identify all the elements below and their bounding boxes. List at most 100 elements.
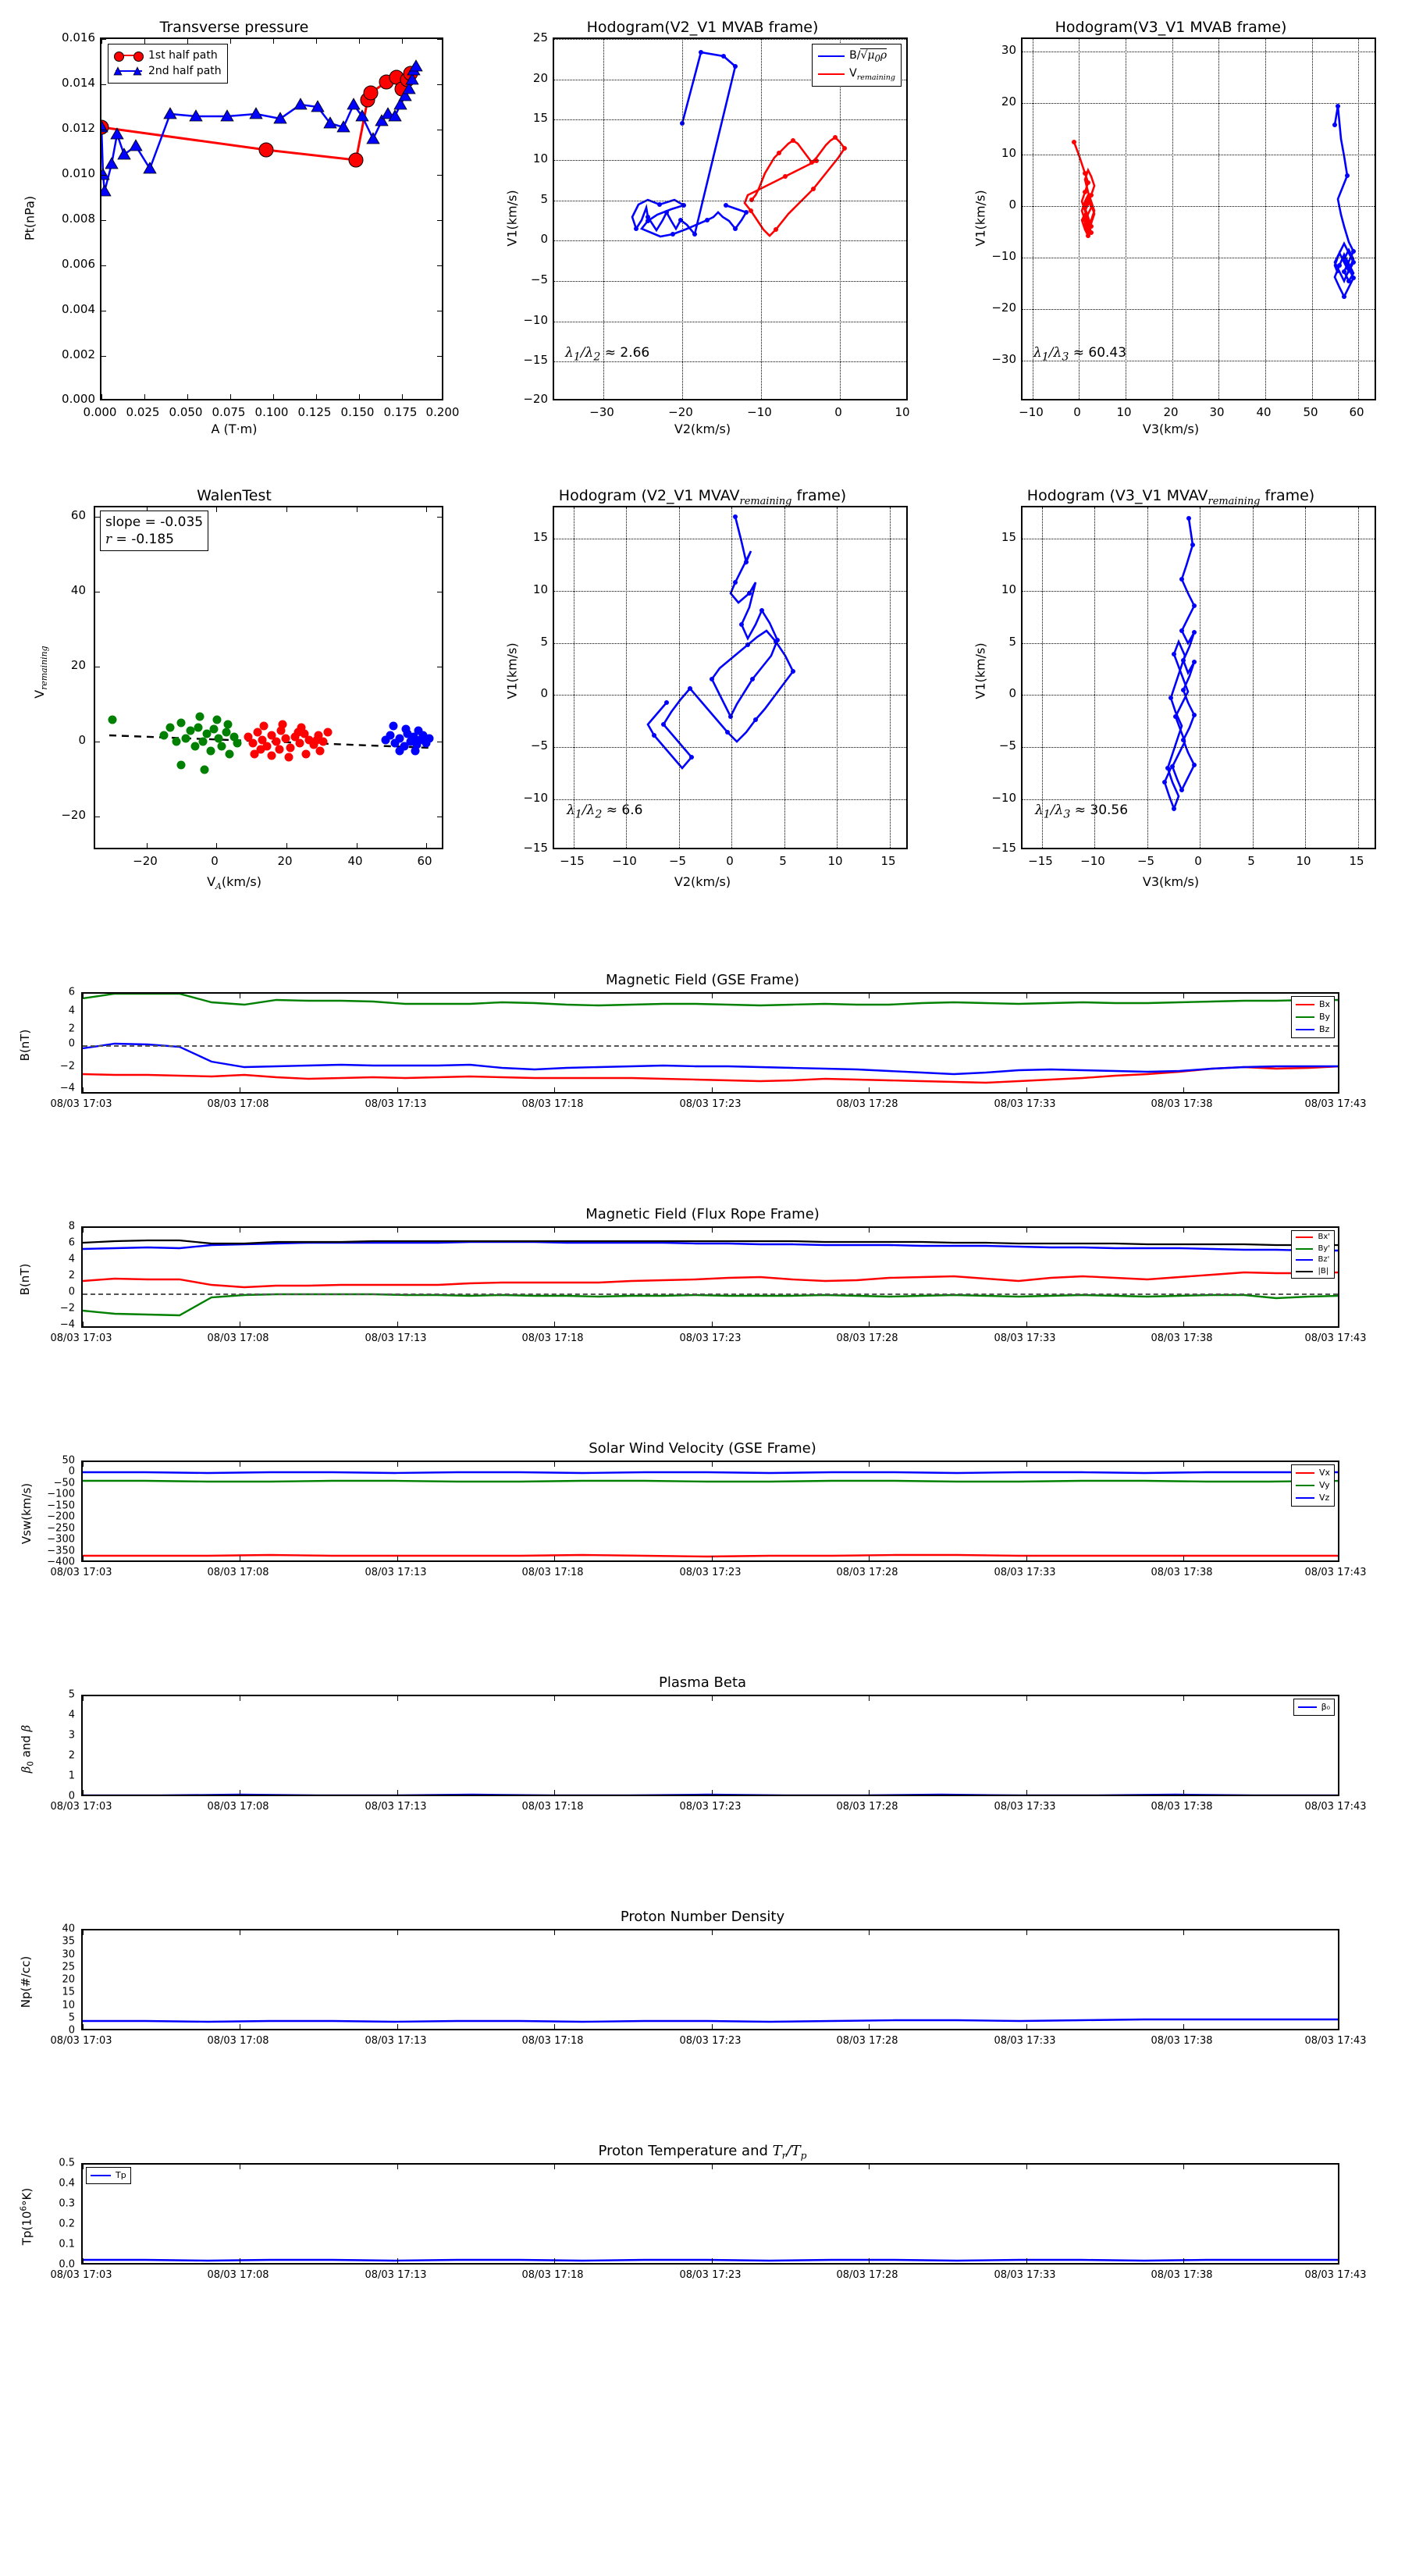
legend-swatch-tp [91,2174,111,2176]
y-tick: 25 [532,30,548,44]
y-tick: −10 [991,791,1016,805]
y-tick: 2 [68,1269,75,1282]
y-tick: −100 [47,1488,75,1500]
legend-label: |B| [1318,1266,1329,1276]
legend-swatch-red [818,73,845,76]
x-tick: −30 [589,405,614,419]
time-tick: 08/03 17:28 [836,1801,898,1813]
panel-magnetic-field-gse: Magnetic Field (GSE Frame) B(nT) Bx By B… [0,972,1405,1128]
legend-item: Vremaining [818,66,895,84]
panel-walen-test: WalenTest Vremaining VA(km/s) [0,468,468,913]
hodogram-v3v1-mvab-curves [1072,104,1356,299]
y-tick: −20 [991,301,1016,315]
x-tick: −10 [612,854,637,868]
time-tick: 08/03 17:23 [679,1332,742,1344]
plot-area: λ1/λ3 ≈ 30.56 [1021,506,1376,849]
x-axis-label: V2(km/s) [674,874,731,889]
x-tick: 60 [1349,405,1364,419]
y-tick: 10 [1001,146,1016,160]
y-tick: 10 [1001,582,1016,596]
plot-area: 1st half path 2nd half path [100,37,443,400]
legend-transverse-pressure: 1st half path 2nd half path [108,44,228,84]
legend-label: Bz' [1318,1255,1330,1264]
hodogram-v2v1-mvav-curves [646,514,795,770]
y-tick: 5 [68,2012,75,2024]
y-tick: −2 [59,1060,75,1073]
y-tick: 2 [68,1749,75,1762]
y-tick: 25 [62,1961,75,1973]
legend-swatch-bzp [1296,1259,1314,1261]
y-tick: 0.4 [59,2177,75,2190]
panel-title: Hodogram(V2_V1 MVAB frame) [586,19,819,36]
y-tick: 0.002 [62,347,95,361]
y-tick: 0 [68,1286,75,1298]
panel-hodogram-v3v1-mvab: Hodogram(V3_V1 MVAB frame) V1(km/s) V3(k… [937,0,1405,468]
x-tick: 0.125 [297,405,332,419]
y-tick: −15 [991,841,1016,855]
plasma-beta-curves [83,1793,1338,1795]
y-tick: 15 [532,111,548,125]
hodogram-v3v1-mvav-curves [1162,516,1197,812]
x-tick: 15 [1349,854,1364,868]
y-tick: −200 [47,1510,75,1523]
x-tick: 10 [827,854,843,868]
eigenvalue-ratio-annotation: λ1/λ3 ≈ 30.56 [1035,802,1129,821]
y-tick: −10 [523,791,548,805]
legend-swatch-bz [1295,1028,1314,1030]
time-tick: 08/03 17:43 [1304,2269,1367,2281]
y-tick: −20 [61,808,86,822]
y-axis-label: B(nT) [18,1263,32,1296]
legend-b-fluxrope: Bx' By' Bz' |B| [1291,1230,1335,1279]
panel-hodogram-v2v1-mvav: Hodogram (V2_V1 MVAVremaining frame) V1(… [468,468,937,913]
walen-stats-box: slope = -0.035 r = -0.185 [100,511,209,552]
y-tick: 20 [532,70,548,85]
legend-item: By [1295,1011,1330,1023]
time-tick: 08/03 17:38 [1151,1801,1213,1813]
x-tick: −10 [747,405,772,419]
legend-swatch-bx [1295,1003,1314,1005]
time-tick: 08/03 17:33 [994,1332,1056,1344]
y-tick: 0.014 [62,76,95,90]
panel-title: Hodogram (V2_V1 MVAVremaining frame) [468,487,937,507]
x-axis-label: V3(km/s) [1142,874,1200,889]
time-tick: 08/03 17:28 [836,1098,898,1110]
time-tick: 08/03 17:28 [836,1332,898,1344]
time-tick: 08/03 17:18 [521,1098,584,1110]
x-tick: −10 [1019,405,1044,419]
x-axis-label: V2(km/s) [674,422,731,436]
x-tick: 20 [277,854,293,868]
panel-transverse-pressure: Transverse pressure Pt(nPa) A (T·m) [0,0,468,468]
y-tick: 0.010 [62,166,95,180]
panel-title-post: frame) [1260,487,1315,504]
time-tick: 08/03 17:08 [207,1801,269,1813]
time-tick: 08/03 17:38 [1151,2035,1213,2047]
vsw-curves [83,1471,1338,1558]
x-tick: 0.075 [212,405,246,419]
legend-item: Bx' [1296,1232,1330,1244]
time-tick: 08/03 17:13 [365,1567,427,1578]
time-tick: 08/03 17:28 [836,1567,898,1578]
legend-label: Vy [1318,1479,1330,1490]
time-tick: 08/03 17:13 [365,2035,427,2047]
y-tick: −15 [523,841,548,855]
legend-swatch-by [1295,1016,1314,1018]
x-tick: −15 [1028,854,1053,868]
legend-item: Vy [1295,1479,1330,1492]
panel-solar-wind-velocity: Solar Wind Velocity (GSE Frame) Vsw(km/s… [0,1440,1405,1596]
time-tick: 08/03 17:18 [521,1332,584,1344]
time-tick: 08/03 17:38 [1151,1332,1213,1344]
legend-label: By [1318,1011,1330,1022]
x-tick: −5 [1136,854,1155,868]
legend-swatch-blue [818,55,845,58]
x-tick: 50 [1303,405,1318,419]
y-tick: 3 [68,1729,75,1742]
y-tick: 40 [70,583,86,597]
plot-area: Tp [81,2163,1339,2265]
y-tick: 0.006 [62,257,95,271]
y-tick: 2 [68,1023,75,1035]
eigenvalue-ratio-annotation: λ1/λ3 ≈ 60.43 [1033,345,1127,364]
y-tick: −20 [523,392,548,406]
y-tick: −50 [53,1477,75,1489]
legend-item: By' [1296,1244,1330,1255]
x-tick: 40 [1256,405,1272,419]
